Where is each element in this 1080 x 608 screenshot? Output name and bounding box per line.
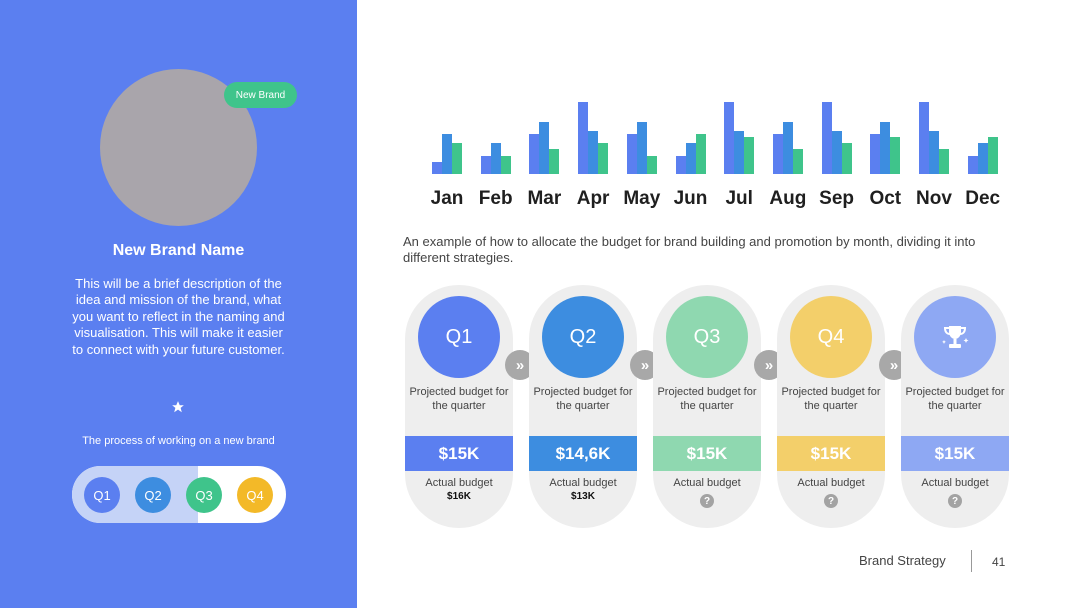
bar-may-1 bbox=[626, 134, 637, 174]
trophy-icon bbox=[914, 296, 996, 378]
actual-label: Actual budget bbox=[921, 477, 989, 489]
bar-aug-3 bbox=[792, 149, 803, 174]
intro-text: An example of how to allocate the budget… bbox=[403, 234, 976, 265]
projected-label: Projected budget for the quarter bbox=[409, 386, 509, 412]
unknown-value-icon: ? bbox=[824, 494, 838, 508]
quarter-card-q1: Q1 Projected budget for the quarter $15K… bbox=[405, 285, 513, 528]
bar-sep-2 bbox=[831, 131, 842, 174]
bar-dec-2 bbox=[977, 143, 988, 174]
month-label-jan: Jan bbox=[430, 188, 464, 209]
actual-label: Actual budget bbox=[549, 477, 617, 489]
bar-jun-2 bbox=[685, 143, 696, 174]
actual-value: $13K bbox=[571, 491, 595, 502]
bar-may-2 bbox=[636, 122, 647, 174]
bar-apr-1 bbox=[578, 102, 589, 174]
brand-name: New Brand Name bbox=[112, 242, 245, 259]
quarter-circle-q4: Q4 bbox=[790, 296, 872, 378]
month-label-apr: Apr bbox=[576, 188, 610, 209]
footer-divider bbox=[971, 550, 972, 572]
bar-jan-1 bbox=[432, 162, 442, 174]
bar-dec-3 bbox=[987, 137, 998, 174]
bar-nov-1 bbox=[919, 102, 929, 174]
quarter-card-q4: Q4 Projected budget for the quarter $15K… bbox=[777, 285, 885, 528]
bar-mar-2 bbox=[539, 122, 550, 174]
quarter-circle-q1: Q1 bbox=[418, 296, 500, 378]
bar-jul-3 bbox=[744, 137, 755, 174]
brand-description: This will be a brief description of the … bbox=[72, 276, 285, 357]
bar-jan-3 bbox=[452, 143, 462, 174]
month-label-nov: Nov bbox=[916, 188, 952, 209]
bar-sep-1 bbox=[821, 102, 832, 174]
projected-value: $14,6K bbox=[529, 436, 637, 471]
bar-jul-2 bbox=[734, 131, 745, 174]
month-label-aug: Aug bbox=[769, 188, 807, 209]
bar-oct-1 bbox=[870, 134, 881, 174]
bar-aug-1 bbox=[772, 134, 783, 174]
projected-label: Projected budget for the quarter bbox=[533, 386, 633, 412]
month-label-may: May bbox=[623, 188, 661, 209]
projected-value: $15K bbox=[901, 436, 1009, 471]
actual-label: Actual budget bbox=[425, 477, 493, 489]
bar-oct-2 bbox=[880, 122, 891, 174]
bar-jan-2 bbox=[442, 134, 452, 174]
bar-oct-3 bbox=[890, 137, 901, 174]
month-label-jun: Jun bbox=[673, 188, 708, 209]
month-label-mar: Mar bbox=[527, 188, 562, 209]
month-label-sep: Sep bbox=[819, 188, 855, 209]
bar-may-3 bbox=[646, 156, 657, 174]
monthly-budget-chart: Jan Feb Mar Apr May Jun Jul Aug Sep Oct Nov Dec bbox=[420, 95, 1010, 220]
projected-value: $15K bbox=[653, 436, 761, 471]
bar-mar-3 bbox=[549, 149, 560, 174]
quarter-circle-q2: Q2 bbox=[542, 296, 624, 378]
bar-feb-2 bbox=[490, 143, 501, 174]
actual-label: Actual budget bbox=[673, 477, 741, 489]
bar-dec-1 bbox=[967, 156, 978, 174]
projected-label: Projected budget for the quarter bbox=[905, 386, 1005, 412]
projected-value: $15K bbox=[777, 436, 885, 471]
bar-apr-3 bbox=[598, 143, 609, 174]
quarter-card-q2: Q2 Projected budget for the quarter $14,… bbox=[529, 285, 637, 528]
actual-label: Actual budget bbox=[797, 477, 865, 489]
unknown-value-icon: ? bbox=[700, 494, 714, 508]
bar-sep-3 bbox=[841, 143, 852, 174]
bar-nov-2 bbox=[929, 131, 939, 174]
star-icon bbox=[170, 400, 186, 416]
quarter-dot-q4: Q4 bbox=[237, 477, 273, 513]
month-label-feb: Feb bbox=[478, 188, 513, 209]
bar-jun-3 bbox=[695, 134, 706, 174]
month-label-dec: Dec bbox=[965, 188, 1001, 209]
month-label-oct: Oct bbox=[869, 188, 902, 209]
page-number: 41 bbox=[992, 555, 1006, 569]
bar-mar-1 bbox=[529, 134, 540, 174]
quarter-circle-q3: Q3 bbox=[666, 296, 748, 378]
bar-jun-1 bbox=[675, 156, 686, 174]
bar-apr-2 bbox=[588, 131, 599, 174]
process-label: The process of working on a new brand bbox=[82, 435, 275, 447]
bar-nov-3 bbox=[939, 149, 949, 174]
unknown-value-icon: ? bbox=[948, 494, 962, 508]
bar-aug-2 bbox=[782, 122, 793, 174]
quarter-progress-pill: Q1 Q2 Q3 Q4 bbox=[72, 466, 286, 523]
footer-title: Brand Strategy bbox=[859, 553, 946, 568]
bar-feb-3 bbox=[500, 156, 511, 174]
left-panel: New Brand New Brand Name This will be a … bbox=[0, 0, 357, 608]
quarter-dot-q1: Q1 bbox=[84, 477, 120, 513]
bar-jul-1 bbox=[724, 102, 735, 174]
bar-feb-1 bbox=[480, 156, 491, 174]
quarter-card-q3: Q3 Projected budget for the quarter $15K… bbox=[653, 285, 761, 528]
projected-value: $15K bbox=[405, 436, 513, 471]
quarter-dot-q2: Q2 bbox=[135, 477, 171, 513]
projected-label: Projected budget for the quarter bbox=[781, 386, 881, 412]
summary-card: Projected budget for the quarter $15K Ac… bbox=[901, 285, 1009, 528]
quarter-dot-q3: Q3 bbox=[186, 477, 222, 513]
projected-label: Projected budget for the quarter bbox=[657, 386, 757, 412]
actual-value: $16K bbox=[447, 491, 471, 502]
month-label-jul: Jul bbox=[725, 188, 753, 209]
new-brand-badge: New Brand bbox=[224, 82, 297, 108]
